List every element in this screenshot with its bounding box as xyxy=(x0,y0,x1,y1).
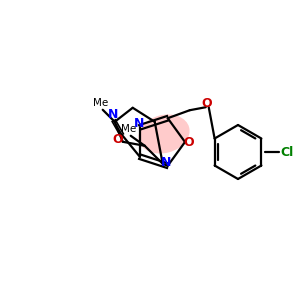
Text: N: N xyxy=(160,156,171,169)
Text: Cl: Cl xyxy=(280,146,294,158)
Text: O: O xyxy=(184,136,194,149)
Text: Me: Me xyxy=(121,124,136,134)
Text: N: N xyxy=(108,108,118,121)
Text: N: N xyxy=(134,117,144,130)
Ellipse shape xyxy=(138,115,190,154)
Text: O: O xyxy=(201,97,212,110)
Text: O: O xyxy=(112,133,123,146)
Text: Me: Me xyxy=(93,98,108,108)
